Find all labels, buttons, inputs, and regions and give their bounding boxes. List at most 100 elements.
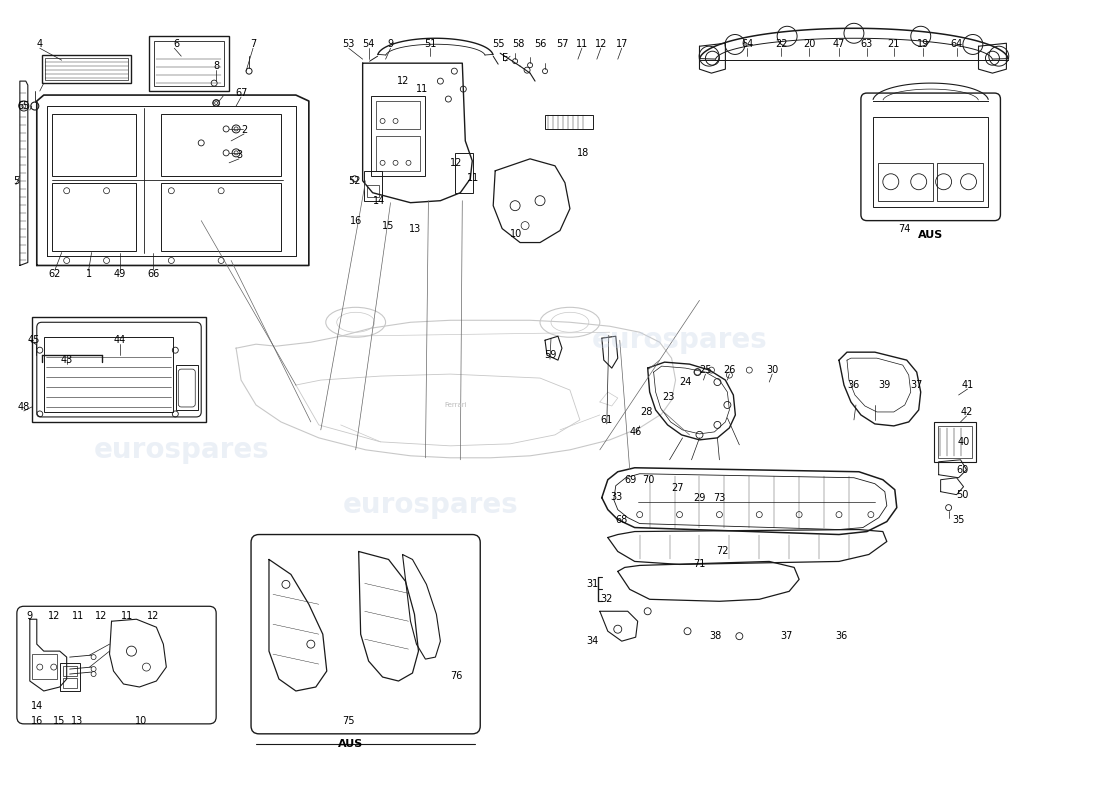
Bar (937, 163, 983, 201)
Bar (45, 58, 129, 80)
Text: 11: 11 (72, 611, 84, 622)
Text: 72: 72 (716, 546, 728, 557)
Text: 12: 12 (397, 76, 409, 86)
Bar (375, 101, 420, 129)
Text: 10: 10 (510, 229, 522, 238)
Text: 54: 54 (362, 39, 375, 50)
Text: 76: 76 (450, 671, 462, 681)
Text: 4: 4 (36, 39, 43, 50)
Text: 55: 55 (492, 39, 505, 50)
Text: 40: 40 (957, 437, 970, 447)
Text: 59: 59 (543, 350, 557, 360)
Text: 16: 16 (350, 216, 362, 226)
Text: 52: 52 (349, 176, 361, 186)
Text: 39: 39 (879, 380, 891, 390)
Text: eurospares: eurospares (94, 436, 270, 464)
Bar (934, 422, 976, 462)
Text: 37: 37 (780, 631, 792, 641)
Text: 13: 13 (70, 716, 82, 726)
Text: 5: 5 (13, 176, 19, 186)
Text: 58: 58 (512, 39, 525, 50)
Text: 50: 50 (956, 490, 969, 500)
Bar (162, 182, 280, 250)
Text: 34: 34 (586, 636, 600, 646)
Text: 14: 14 (31, 701, 43, 711)
Text: eurospares: eurospares (342, 490, 518, 518)
Text: 49: 49 (113, 270, 125, 279)
Text: 18: 18 (576, 148, 588, 158)
Bar (63, 666, 77, 676)
Bar (176, 365, 198, 410)
Text: 29: 29 (693, 493, 706, 502)
Text: 33: 33 (610, 492, 623, 502)
Bar (366, 185, 378, 197)
Text: 73: 73 (713, 493, 726, 502)
Text: 41: 41 (961, 380, 974, 390)
Text: 68: 68 (616, 514, 628, 525)
Text: 11: 11 (575, 39, 589, 50)
Text: 65: 65 (18, 101, 30, 111)
Text: 75: 75 (342, 716, 355, 726)
Text: eurospares: eurospares (592, 326, 768, 354)
Text: 12: 12 (595, 39, 607, 50)
Text: 45: 45 (28, 335, 40, 346)
Text: 38: 38 (710, 631, 722, 641)
Text: 36: 36 (835, 631, 847, 641)
Bar (32, 654, 57, 679)
Text: AUS: AUS (918, 230, 944, 239)
Text: 43: 43 (60, 355, 73, 365)
Text: 71: 71 (693, 559, 706, 570)
Text: 23: 23 (662, 392, 674, 402)
Text: 63: 63 (861, 39, 873, 50)
Text: 2: 2 (241, 125, 248, 135)
Text: 8: 8 (213, 61, 219, 71)
Bar (873, 117, 989, 206)
Text: 11: 11 (121, 611, 133, 622)
Text: 13: 13 (409, 223, 421, 234)
Text: 9: 9 (387, 39, 394, 50)
Text: 32: 32 (601, 594, 613, 604)
Text: 7: 7 (250, 39, 256, 50)
Text: 20: 20 (803, 39, 815, 50)
Text: 64: 64 (741, 39, 754, 50)
Text: 11: 11 (416, 84, 429, 94)
Text: 17: 17 (616, 39, 628, 50)
Text: 37: 37 (911, 380, 923, 390)
Text: 42: 42 (960, 407, 972, 417)
Text: 15: 15 (383, 221, 395, 230)
Bar (42, 55, 132, 83)
Bar (371, 96, 426, 176)
Text: 24: 24 (680, 377, 692, 387)
Text: 44: 44 (113, 335, 125, 346)
Bar (937, 426, 971, 458)
Bar (63, 678, 77, 688)
Bar (375, 136, 420, 170)
Text: 35: 35 (953, 514, 965, 525)
Text: 62: 62 (48, 270, 60, 279)
Text: 21: 21 (888, 39, 900, 50)
Text: 67: 67 (235, 88, 248, 98)
Text: 16: 16 (31, 716, 43, 726)
Text: 12: 12 (47, 611, 59, 622)
Text: Ferrari: Ferrari (444, 402, 466, 408)
Text: 22: 22 (774, 39, 788, 50)
Bar (162, 114, 280, 176)
Bar (154, 42, 224, 86)
Text: 66: 66 (147, 270, 160, 279)
Text: 74: 74 (899, 223, 911, 234)
Text: 12: 12 (96, 611, 108, 622)
Text: 48: 48 (18, 402, 30, 412)
Bar (544, 115, 593, 129)
Text: 15: 15 (53, 716, 65, 726)
Text: E: E (502, 53, 508, 63)
Bar (878, 163, 933, 201)
Text: 64: 64 (950, 39, 962, 50)
Text: 31: 31 (586, 579, 600, 590)
Bar (364, 170, 382, 201)
Bar (52, 114, 136, 176)
Text: 61: 61 (601, 415, 613, 425)
Bar (44, 338, 174, 412)
Text: 30: 30 (766, 365, 779, 375)
Text: 47: 47 (833, 39, 845, 50)
Text: 9: 9 (26, 611, 33, 622)
